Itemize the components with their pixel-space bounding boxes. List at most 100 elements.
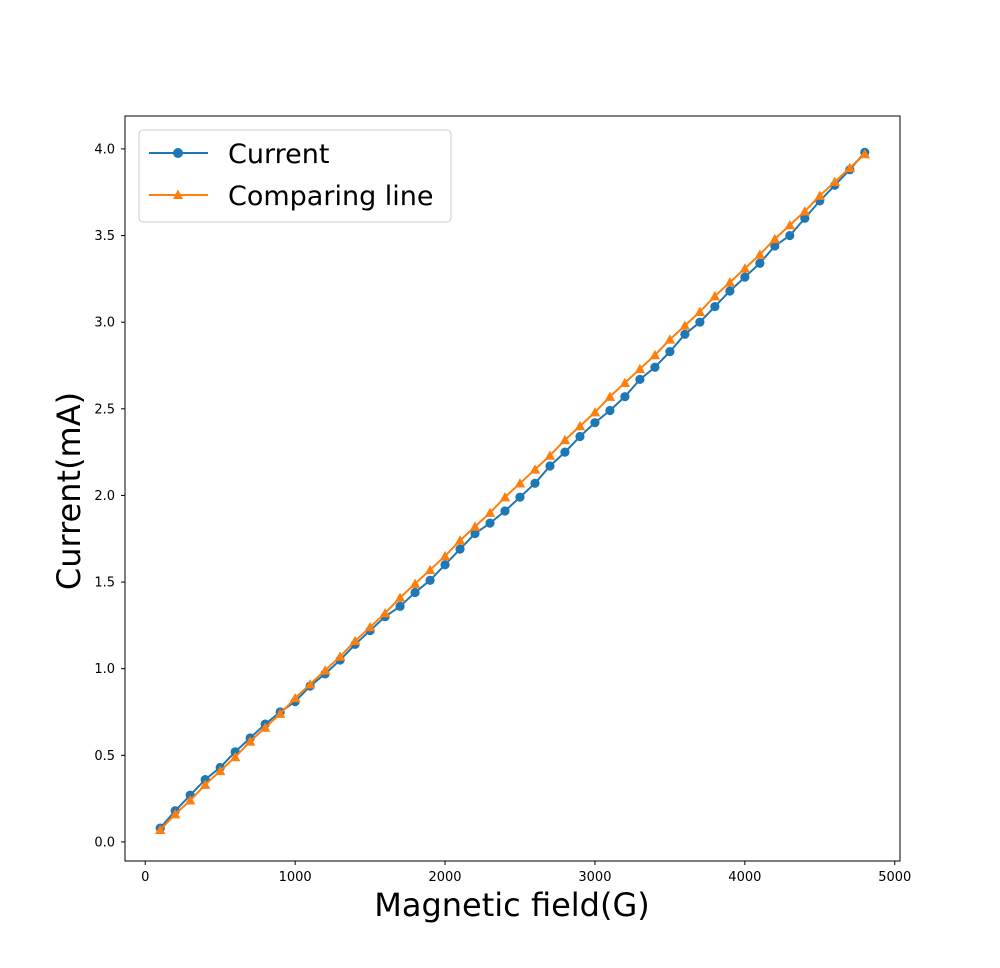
data-point-current: [590, 418, 600, 428]
legend-label-current: Current: [228, 139, 329, 170]
legend: Current Comparing line: [138, 129, 452, 223]
y-tick-label: 4.0: [94, 142, 115, 157]
data-point-comparing: [514, 478, 526, 488]
data-point-comparing: [185, 795, 196, 805]
data-point-current: [710, 301, 720, 312]
data-point-current: [470, 528, 480, 539]
y-tick-label: 0.0: [94, 835, 115, 850]
data-point-current: [515, 492, 525, 502]
data-point-comparing: [739, 263, 751, 273]
data-point-current: [665, 347, 675, 357]
x-tick-label: 1000: [279, 870, 312, 885]
data-point-comparing: [724, 277, 736, 287]
data-point-comparing: [155, 824, 166, 834]
data-point-comparing: [664, 334, 676, 344]
data-point-current: [755, 258, 765, 268]
data-point-comparing: [589, 407, 601, 417]
x-tick-label: 4000: [728, 870, 761, 885]
data-point-comparing: [394, 592, 406, 602]
data-point-comparing: [484, 507, 496, 517]
data-point-comparing: [289, 692, 301, 703]
series-layer: [155, 147, 870, 834]
data-point-comparing: [304, 679, 316, 689]
data-point-comparing: [619, 377, 631, 387]
x-axis-ticks: 0 1000 2000 3000 4000 5000: [141, 861, 911, 885]
data-point-comparing: [679, 320, 691, 330]
data-point-current: [620, 392, 630, 402]
data-point-comparing: [529, 464, 541, 474]
x-tick-label: 5000: [878, 870, 911, 885]
data-point-current: [530, 478, 540, 488]
data-point-current: [695, 317, 705, 327]
data-point-current: [545, 461, 555, 471]
data-point-comparing: [844, 162, 855, 173]
data-point-comparing: [649, 349, 661, 360]
data-point-comparing: [814, 190, 826, 200]
data-point-current: [800, 213, 810, 223]
data-point-comparing: [499, 491, 511, 502]
data-point-current: [575, 431, 585, 442]
data-point-current: [725, 286, 735, 296]
data-point-comparing: [214, 765, 226, 776]
data-point-comparing: [709, 290, 721, 301]
x-tick-label: 0: [141, 870, 149, 885]
legend-marker-current: [173, 148, 183, 158]
data-point-comparing: [544, 450, 556, 460]
y-tick-label: 1.5: [94, 576, 115, 591]
data-point-current: [680, 329, 690, 339]
data-point-comparing: [694, 306, 706, 316]
data-point-comparing: [769, 233, 781, 244]
data-point-current: [485, 518, 495, 528]
x-tick-label: 2000: [428, 870, 461, 885]
data-point-comparing: [439, 550, 451, 561]
data-point-current: [560, 447, 570, 457]
plot-area: [124, 115, 901, 862]
data-point-comparing: [259, 722, 271, 732]
data-point-current: [425, 575, 435, 585]
data-point-comparing: [454, 535, 466, 545]
data-point-comparing: [364, 621, 376, 632]
data-point-comparing: [634, 363, 646, 374]
data-point-current: [635, 374, 645, 384]
legend-frame: [138, 129, 452, 223]
data-point-comparing: [829, 176, 840, 186]
x-tick-label: 3000: [578, 870, 611, 885]
data-point-current: [770, 241, 780, 251]
data-point-current: [650, 362, 660, 372]
data-point-current: [455, 544, 465, 554]
y-tick-label: 1.0: [94, 662, 115, 677]
data-point-comparing: [334, 651, 346, 661]
data-point-comparing: [229, 751, 241, 762]
legend-label-comparing: Comparing line: [228, 181, 434, 212]
data-point-comparing: [379, 608, 391, 618]
legend-marker-comparing: [173, 189, 183, 199]
y-tick-label: 0.5: [94, 749, 115, 764]
data-point-current: [410, 587, 420, 598]
y-axis-ticks: 0.0 0.5 1.0 1.5 2.0 2.5 3.0 3.5 4.0: [94, 142, 125, 850]
data-point-current: [500, 506, 510, 516]
y-tick-label: 2.0: [94, 489, 115, 504]
data-point-comparing: [754, 249, 766, 259]
data-point-comparing: [244, 736, 256, 746]
x-axis-title: Magnetic field(G): [374, 886, 650, 924]
data-point-comparing: [574, 420, 586, 431]
data-point-comparing: [469, 521, 481, 531]
data-point-comparing: [349, 635, 361, 646]
y-tick-label: 3.0: [94, 316, 115, 331]
data-point-comparing: [274, 708, 286, 718]
data-point-comparing: [859, 148, 870, 159]
data-point-comparing: [784, 219, 796, 230]
data-point-current: [440, 560, 450, 570]
data-point-comparing: [319, 665, 331, 675]
data-point-comparing: [170, 809, 181, 819]
data-point-comparing: [604, 391, 616, 401]
data-point-comparing: [409, 578, 421, 588]
y-tick-label: 3.5: [94, 229, 115, 244]
data-point-comparing: [799, 206, 811, 216]
data-point-current: [785, 230, 795, 241]
data-point-comparing: [424, 564, 436, 575]
data-point-current: [395, 601, 405, 611]
y-axis-title: Current(mA): [50, 392, 88, 590]
data-point-comparing: [559, 434, 571, 445]
